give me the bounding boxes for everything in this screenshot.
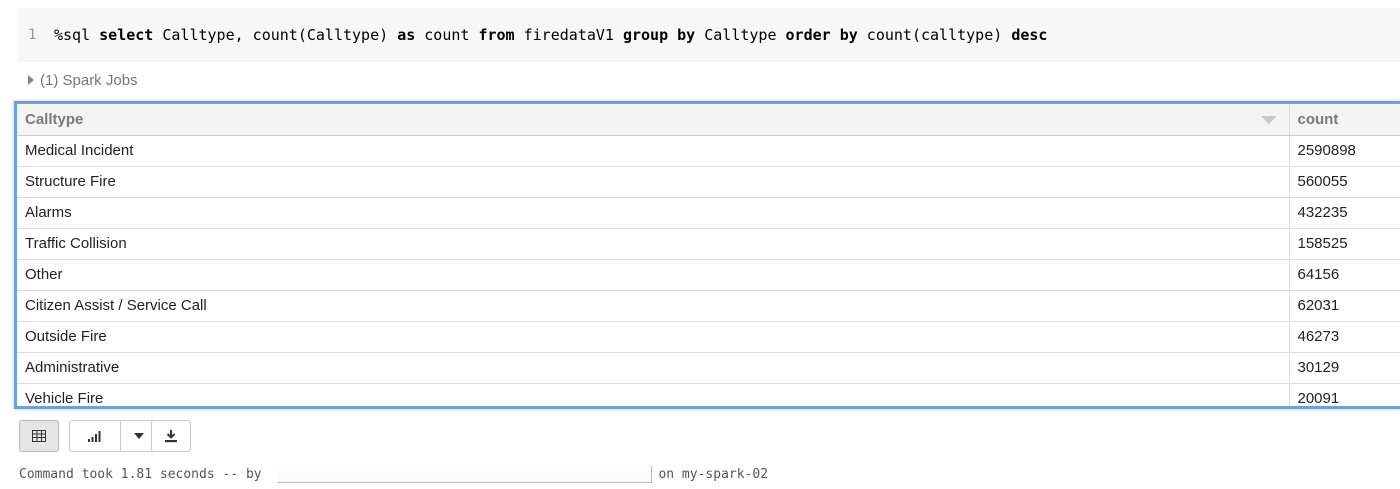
sql-keyword: select (99, 26, 153, 44)
table-row[interactable]: Vehicle Fire 20091 (17, 383, 1400, 409)
table-row[interactable]: Other 64156 (17, 259, 1400, 290)
calltype-cell: Structure Fire (17, 166, 1289, 197)
table-header-row: Calltype count (17, 104, 1400, 135)
cluster-name: on my-spark-02 (658, 467, 768, 482)
calltype-cell: Vehicle Fire (17, 383, 1289, 409)
calltype-cell: Citizen Assist / Service Call (17, 290, 1289, 321)
count-cell: 64156 (1289, 259, 1400, 290)
count-cell: 30129 (1289, 352, 1400, 383)
redacted-user (277, 466, 652, 483)
calltype-cell: Administrative (17, 352, 1289, 383)
table-view-button[interactable] (19, 420, 59, 452)
table-row[interactable]: Administrative 30129 (17, 352, 1400, 383)
spark-jobs-toggle[interactable]: (1) Spark Jobs (28, 70, 138, 90)
column-header-calltype[interactable]: Calltype (17, 104, 1289, 135)
calltype-cell: Traffic Collision (17, 228, 1289, 259)
calltype-cell: Alarms (17, 197, 1289, 228)
table-row[interactable]: Structure Fire 560055 (17, 166, 1400, 197)
sql-text: firedataV1 (515, 26, 623, 44)
table-row[interactable]: Outside Fire 46273 (17, 321, 1400, 352)
expand-triangle-icon (28, 75, 34, 85)
table-row[interactable]: Alarms 432235 (17, 197, 1400, 228)
column-header-label: Calltype (25, 111, 83, 128)
line-number: 1 (28, 27, 44, 43)
sql-text: count(calltype) (858, 26, 1012, 44)
download-button[interactable] (151, 420, 191, 452)
sql-keyword: desc (1011, 26, 1047, 44)
sql-keyword: as (397, 26, 415, 44)
sort-arrow-icon[interactable] (1261, 116, 1277, 124)
count-cell: 2590898 (1289, 135, 1400, 166)
sql-keyword: order by (786, 26, 858, 44)
sql-keyword: group by (623, 26, 695, 44)
status-prefix: Command took 1.81 seconds -- by (19, 467, 269, 482)
count-cell: 20091 (1289, 383, 1400, 409)
sql-text: Calltype (695, 26, 785, 44)
chevron-down-icon (134, 433, 144, 439)
sql-text: Calltype, count(Calltype) (153, 26, 397, 44)
table-row[interactable]: Citizen Assist / Service Call 62031 (17, 290, 1400, 321)
download-icon (164, 429, 178, 443)
count-cell: 158525 (1289, 228, 1400, 259)
sql-text: %sql (54, 26, 99, 44)
column-header-label: count (1298, 111, 1339, 128)
sql-keyword: from (478, 26, 514, 44)
calltype-cell: Medical Incident (17, 135, 1289, 166)
count-cell: 46273 (1289, 321, 1400, 352)
bar-chart-icon (87, 430, 103, 442)
sql-text: count (415, 26, 478, 44)
sql-query-line[interactable]: %sql select Calltype, count(Calltype) as… (54, 26, 1047, 44)
chart-view-button[interactable] (69, 420, 157, 452)
command-status: Command took 1.81 seconds -- by on my-sp… (19, 466, 768, 483)
table-icon (32, 430, 46, 442)
chart-segment[interactable] (70, 421, 121, 451)
calltype-cell: Other (17, 259, 1289, 290)
table-row[interactable]: Traffic Collision 158525 (17, 228, 1400, 259)
calltype-cell: Outside Fire (17, 321, 1289, 352)
results-table-container[interactable]: Calltype count Medical Incident 2590898 St… (14, 101, 1400, 409)
count-cell: 432235 (1289, 197, 1400, 228)
results-table: Calltype count Medical Incident 2590898 St… (17, 104, 1400, 409)
spark-jobs-label: (1) Spark Jobs (40, 72, 138, 89)
column-header-count[interactable]: count (1289, 104, 1400, 135)
code-cell[interactable]: 1 %sql select Calltype, count(Calltype) … (18, 8, 1400, 62)
table-row[interactable]: Medical Incident 2590898 (17, 135, 1400, 166)
count-cell: 62031 (1289, 290, 1400, 321)
count-cell: 560055 (1289, 166, 1400, 197)
